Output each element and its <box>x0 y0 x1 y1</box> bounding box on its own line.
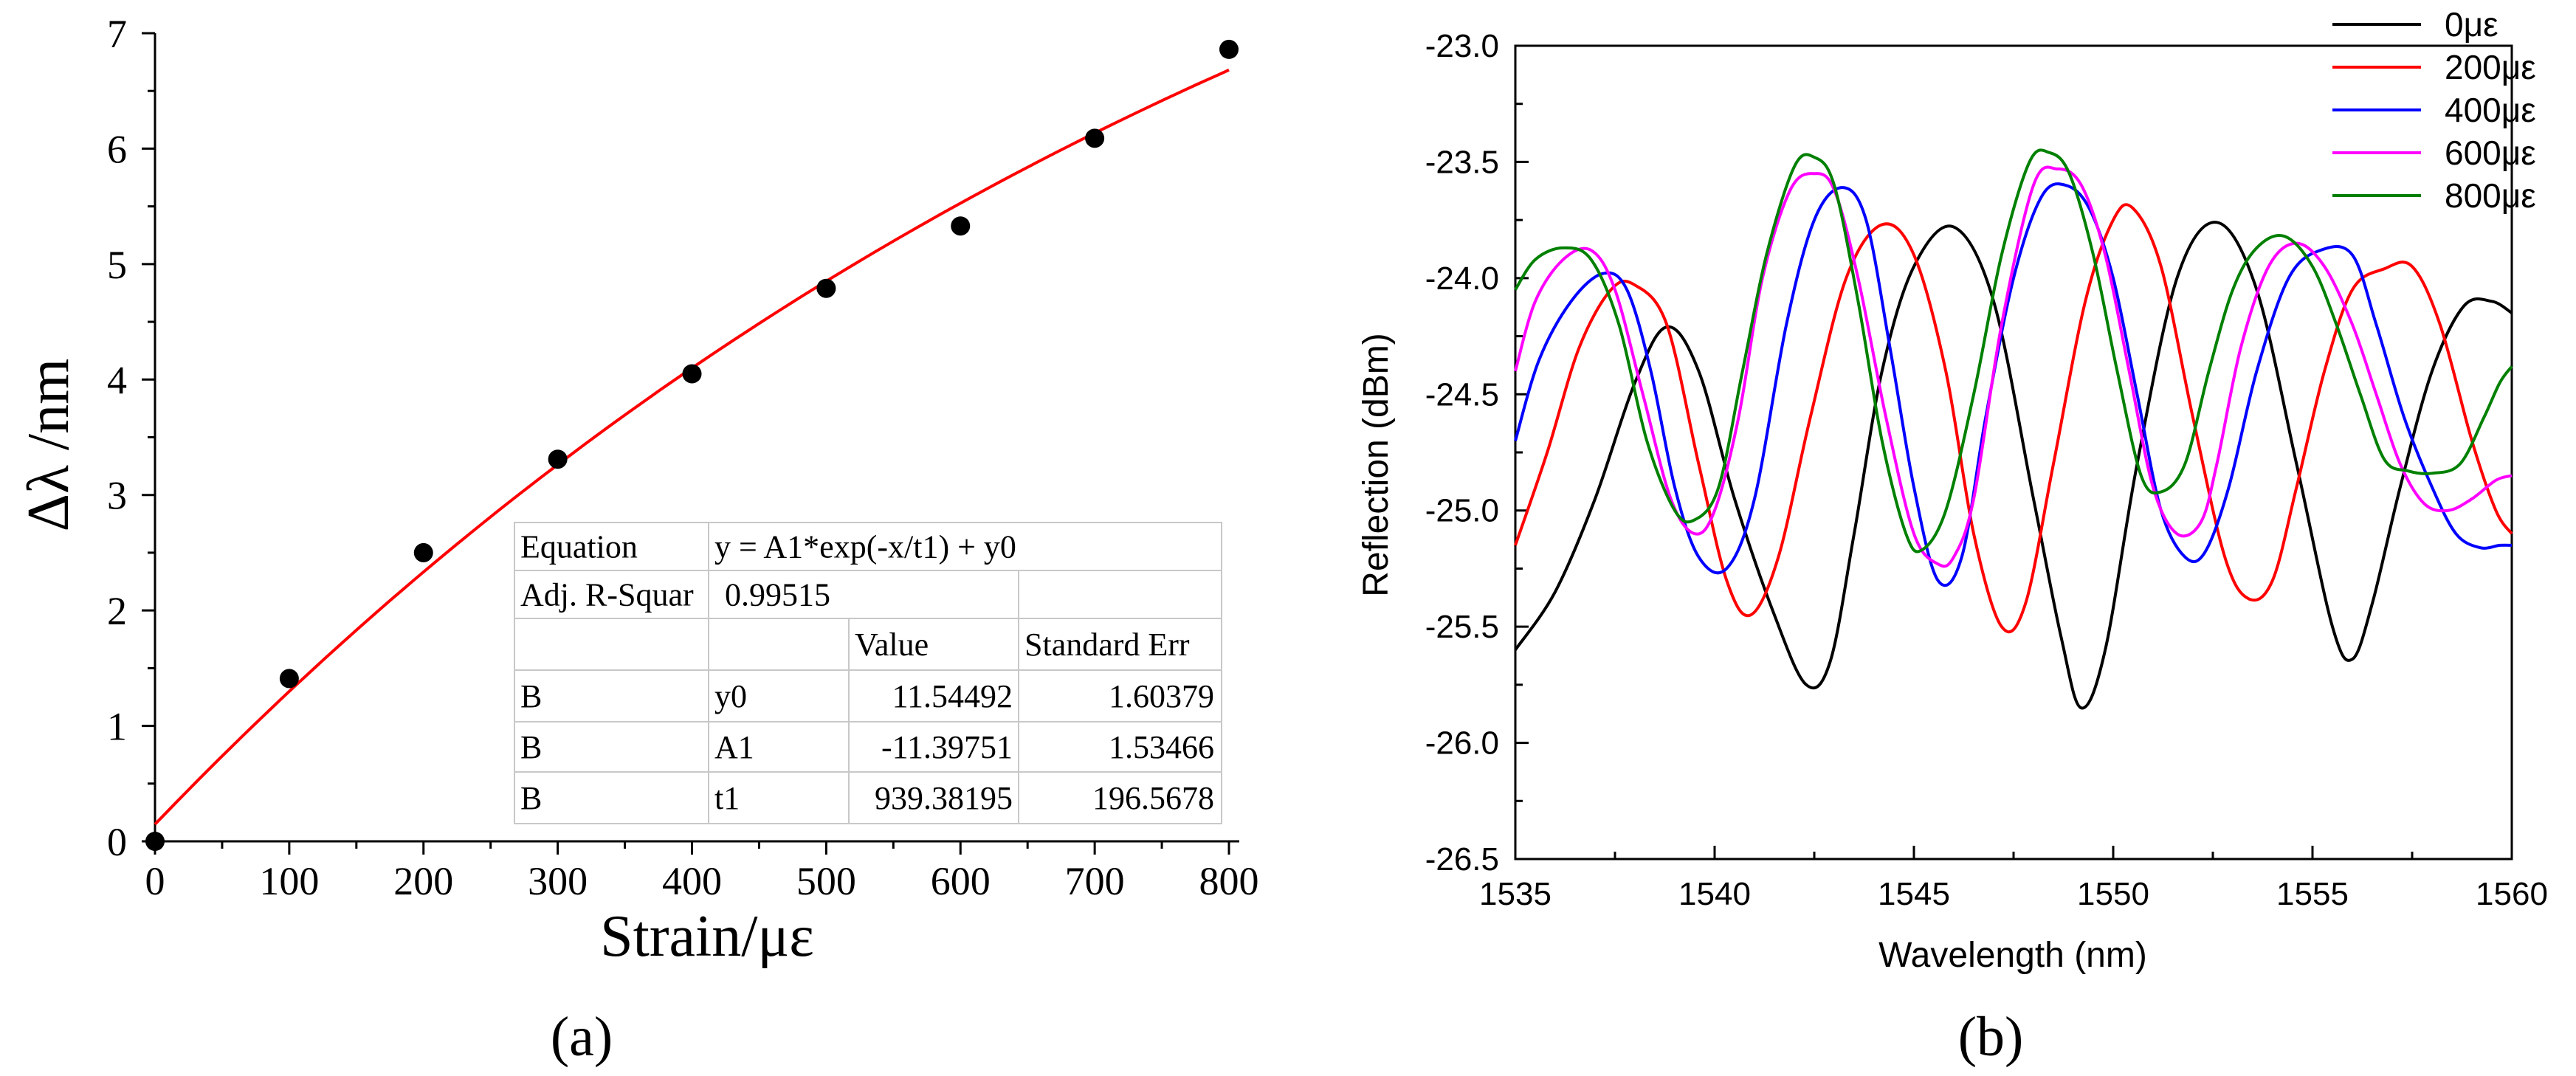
panel-a-table-err: 1.60379 <box>1109 678 1214 714</box>
panel-b-legend-label: 0με <box>2445 5 2498 44</box>
panel-b-axes: 1535 1540 1545 1550 1555 1560 -23.0 -23.5 -24.0 -… <box>1425 28 2548 912</box>
panel-a-table-group: B <box>520 729 542 765</box>
panel-b-series-line <box>1514 165 2513 568</box>
panel-a-table-equation-label: Equation <box>520 529 638 565</box>
panel-a-table-group: B <box>520 780 542 816</box>
panel-a-data-point <box>1085 128 1105 148</box>
panel-b-caption: (b) <box>1958 1006 2024 1068</box>
panel-a-x-tick-label: 500 <box>796 859 856 903</box>
panel-b-series-line <box>1514 148 2513 553</box>
panel-a-data-point <box>548 449 568 469</box>
panel-a-y-tick-label: 2 <box>107 589 127 633</box>
panel-a-x-axis-label: Strain/με <box>600 904 814 969</box>
panel-b-legend-label: 800με <box>2445 176 2536 215</box>
panel-a-y-tick-label: 5 <box>107 243 127 287</box>
panel-a-y-axis-label: Δλ /nm <box>16 359 81 532</box>
panel-a-y-tick-label: 4 <box>107 358 127 402</box>
panel-a-y-tick-label: 0 <box>107 820 127 864</box>
panel-b-x-tick-label: 1560 <box>2476 876 2548 912</box>
panel-b-y-tick-label: -24.5 <box>1425 376 1499 413</box>
panel-b-series-line <box>1514 221 2513 710</box>
panel-a-x-tick-label: 200 <box>393 859 453 903</box>
panel-a-table-r2-value: 0.99515 <box>725 577 830 613</box>
panel-a-x-tick-label: 700 <box>1065 859 1125 903</box>
panel-a-fit-table: Equation y = A1*exp(-x/t1) + y0 Adj. R-Squ… <box>514 522 1222 824</box>
panel-a-data-point <box>682 364 702 384</box>
panel-b-y-tick-label: -23.5 <box>1425 144 1499 180</box>
panel-b-y-tick-label: -25.0 <box>1425 493 1499 529</box>
panel-a-table-value: 939.38195 <box>875 780 1013 816</box>
panel-b-plot-frame <box>1514 44 2513 861</box>
panel-a-x-tick-label: 0 <box>145 859 165 903</box>
panel-b-y-tick-label: -23.0 <box>1425 28 1499 64</box>
panel-b-x-tick-label: 1555 <box>2276 876 2349 912</box>
panel-a-data-point <box>951 216 971 236</box>
panel-a-data-points <box>145 39 1239 851</box>
panel-b-reflection-chart: 1535 1540 1545 1550 1555 1560 -23.0 -23.5 -24.0 -… <box>1357 5 2548 1068</box>
panel-a-table-param: t1 <box>714 780 740 816</box>
panel-a-axes: 0 100 200 300 400 500 600 700 800 0 1 2 3 4 5 6 7 <box>107 12 1259 903</box>
panel-a-caption: (a) <box>551 1006 613 1068</box>
panel-b-y-tick-label: -24.0 <box>1425 261 1499 297</box>
panel-a-table-group: B <box>520 678 542 714</box>
panel-a-x-tick-label: 300 <box>528 859 588 903</box>
panel-a-table-param: A1 <box>714 729 754 765</box>
panel-b-y-axis-label: Reflection (dBm) <box>1357 333 1396 596</box>
panel-b-series-line <box>1514 203 2513 634</box>
panel-a-table-param: y0 <box>714 678 747 714</box>
panel-a-table-err: 1.53466 <box>1109 729 1214 765</box>
panel-a-table-err: 196.5678 <box>1092 780 1214 816</box>
panel-a-x-tick-label: 400 <box>662 859 722 903</box>
panel-b-x-tick-label: 1545 <box>1878 876 1950 912</box>
panel-b-y-tick-label: -26.5 <box>1425 841 1499 877</box>
panel-a-data-point <box>279 669 299 689</box>
panel-b-x-tick-label: 1535 <box>1479 876 1552 912</box>
panel-b-y-tick-label: -26.0 <box>1425 725 1499 762</box>
panel-b-series-line <box>1514 182 2513 587</box>
panel-a-table-col-value: Value <box>855 627 929 663</box>
panel-b-legend: 0με 200με 400με 600με 800με <box>2332 5 2536 215</box>
panel-b-x-axis-label: Wavelength (nm) <box>1878 936 2147 975</box>
panel-a-y-tick-label: 1 <box>107 705 127 749</box>
panel-b-legend-label: 600με <box>2445 134 2536 172</box>
panel-b-legend-label: 400με <box>2445 91 2536 129</box>
panel-a-data-point <box>1219 39 1239 59</box>
panel-b-legend-label: 200με <box>2445 48 2536 86</box>
panel-a-table-equation: y = A1*exp(-x/t1) + y0 <box>714 529 1016 565</box>
panel-a-y-tick-label: 3 <box>107 474 127 518</box>
panel-b-x-tick-label: 1540 <box>1678 876 1751 912</box>
panel-a-x-tick-label: 800 <box>1199 859 1259 903</box>
panel-a-data-point <box>413 542 433 562</box>
panel-a-table-value: -11.39751 <box>881 729 1013 765</box>
panel-a-table-r2-label: Adj. R-Squar <box>520 577 694 613</box>
panel-b-y-tick-label: -25.5 <box>1425 609 1499 645</box>
panel-a-table-col-err: Standard Err <box>1024 627 1190 663</box>
panel-a-y-tick-label: 6 <box>107 127 127 171</box>
panel-a-strain-chart: 0 100 200 300 400 500 600 700 800 0 1 2 3 4 5 6 7 Equati… <box>16 12 1259 1068</box>
panel-a-data-point <box>816 278 836 298</box>
panel-a-table-frame <box>514 522 1222 824</box>
panel-a-table-value: 11.54492 <box>892 678 1013 714</box>
panel-a-x-tick-label: 100 <box>259 859 319 903</box>
panel-b-x-tick-label: 1550 <box>2077 876 2149 912</box>
panel-a-data-point <box>145 832 165 851</box>
panel-b-series-lines <box>1514 148 2513 710</box>
panel-a-x-tick-label: 600 <box>931 859 991 903</box>
panel-a-y-tick-label: 7 <box>107 12 127 56</box>
